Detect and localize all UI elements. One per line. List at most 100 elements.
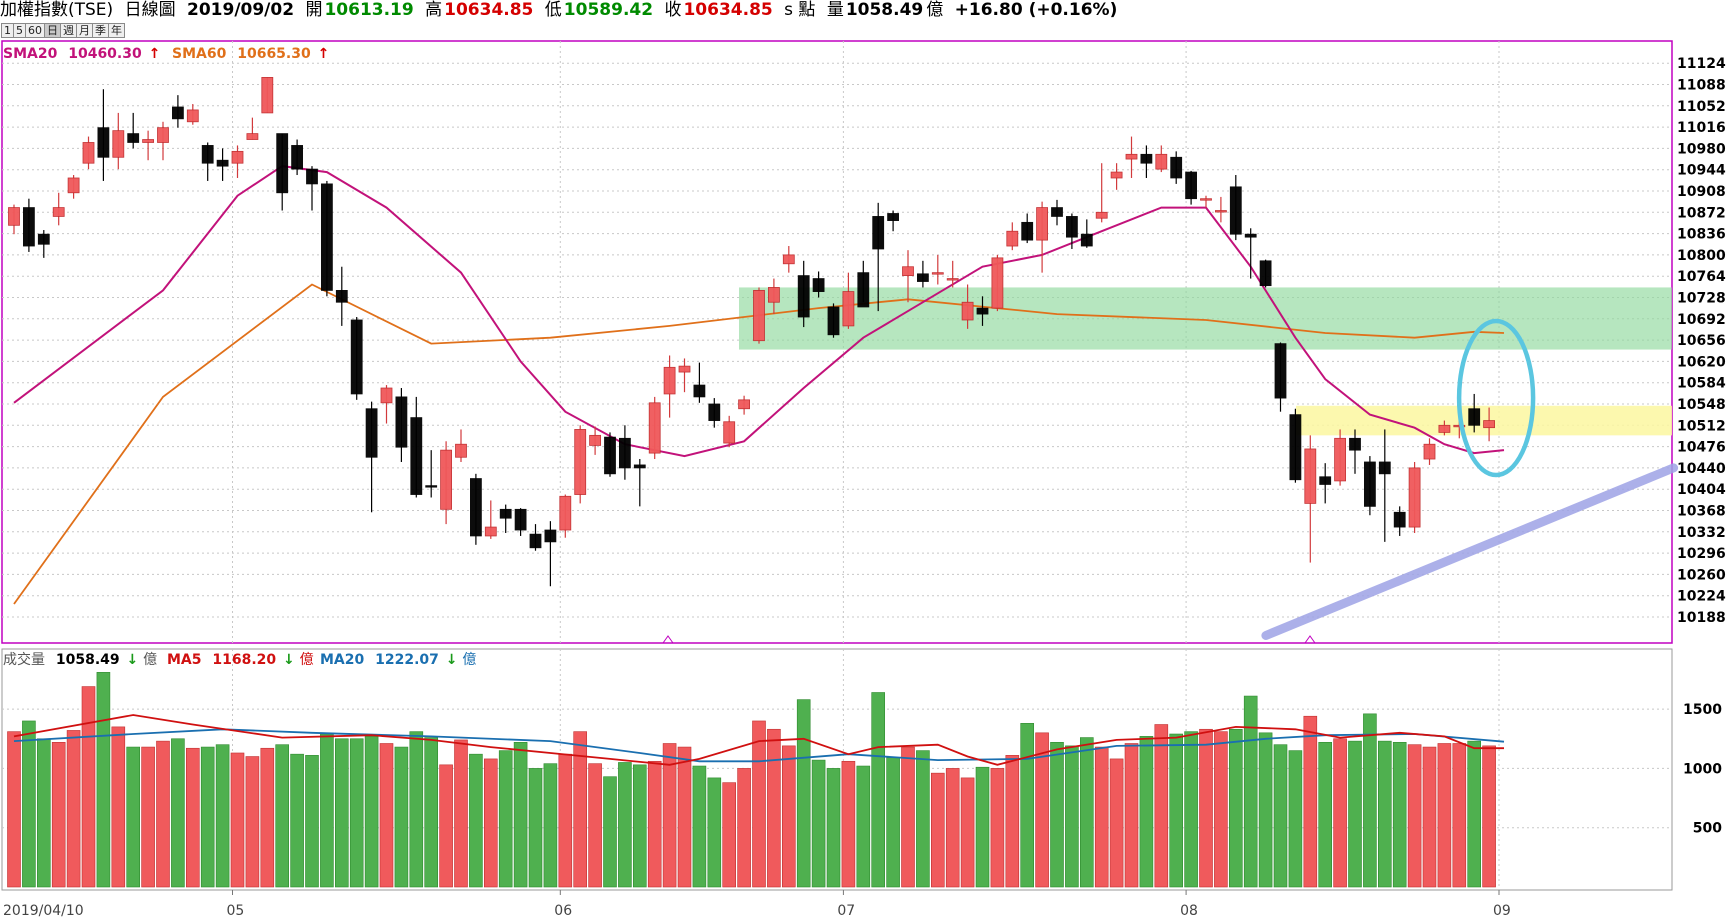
volume-bar[interactable] [215,744,230,888]
volume-bar[interactable] [1243,695,1258,888]
volume-bar[interactable] [990,768,1005,888]
volume-bar[interactable] [826,768,841,888]
volume-bar[interactable] [1124,743,1139,888]
volume-bar[interactable] [618,762,632,888]
candle-body[interactable] [1215,210,1227,213]
candle-body[interactable] [991,257,1004,309]
candle-body[interactable] [380,387,393,404]
candlesticks[interactable] [8,77,1495,587]
candle-body[interactable] [455,443,467,458]
volume-bar[interactable] [662,743,677,888]
candle-body[interactable] [1125,153,1138,160]
candle-body[interactable] [1349,437,1361,451]
volume-bar[interactable] [334,738,349,888]
volume-bar[interactable] [767,728,781,888]
candle-body[interactable] [157,127,169,143]
volume-bar[interactable] [1363,713,1377,888]
candle-body[interactable] [97,127,110,158]
volume-bar[interactable] [1378,740,1392,888]
volume-bar[interactable] [528,768,543,888]
candle-body[interactable] [917,273,929,282]
volume-bar[interactable] [424,737,439,888]
candle-body[interactable] [1274,343,1287,399]
volume-bar[interactable] [1482,745,1496,888]
volume-bar[interactable] [1467,740,1481,888]
candle-body[interactable] [872,216,885,250]
candle-body[interactable] [648,402,661,454]
candle-body[interactable] [1334,437,1346,482]
candle-body[interactable] [22,207,35,247]
candle-body[interactable] [678,365,691,373]
volume-bar[interactable] [1080,737,1094,888]
volume-bar[interactable] [379,743,394,888]
volume-bar[interactable] [1020,723,1035,888]
candle-body[interactable] [1110,171,1123,179]
volume-bar[interactable] [871,692,886,888]
volume-bar[interactable] [260,747,275,888]
volume-bar[interactable] [707,777,722,888]
period-button-quarter[interactable]: 季 [92,23,109,38]
volume-bar[interactable] [1050,742,1064,888]
volume-bar[interactable] [1199,728,1213,888]
candle-body[interactable] [469,478,482,537]
volume-bar[interactable] [1273,744,1288,888]
volume-bar[interactable] [290,753,304,888]
candle-body[interactable] [246,133,259,140]
candle-body[interactable] [1319,476,1332,485]
candle-body[interactable] [291,145,304,170]
candle-body[interactable] [961,301,974,321]
candle-body[interactable] [142,139,155,143]
volume-bar[interactable] [1109,758,1124,888]
volume-bar[interactable] [916,750,930,888]
candle-body[interactable] [1095,211,1108,219]
candle-body[interactable] [1408,467,1421,528]
candle-body[interactable] [723,421,736,444]
candle-body[interactable] [976,307,989,315]
candle-body[interactable] [1364,461,1376,507]
volume-bar[interactable] [111,726,126,888]
volume-bar[interactable] [126,746,140,888]
candle-body[interactable] [1080,233,1093,247]
volume-bar[interactable] [975,766,990,888]
volume-bar[interactable] [603,776,617,888]
period-button-60[interactable]: 60 [25,23,45,38]
volume-bar[interactable] [1333,738,1347,888]
volume-bar[interactable] [171,738,185,888]
candle-body[interactable] [1438,424,1451,433]
volume-bar[interactable] [245,756,260,888]
candle-body[interactable] [1378,461,1391,475]
volume-bar[interactable] [811,759,826,888]
volume-bar[interactable] [141,746,155,888]
candle-body[interactable] [1051,207,1063,217]
volume-bar[interactable] [886,757,900,888]
candle-body[interactable] [365,408,378,458]
volume-bar[interactable] [1348,740,1362,888]
candle-body[interactable] [857,272,870,308]
candle-body[interactable] [1155,153,1168,170]
candle-body[interactable] [1304,448,1317,504]
candle-body[interactable] [693,384,706,398]
candle-body[interactable] [1468,408,1481,426]
candle-body[interactable] [1259,260,1272,287]
candle-body[interactable] [216,159,229,167]
volume-bar[interactable] [558,753,573,888]
candle-body[interactable] [52,207,65,217]
volume-bar[interactable] [230,752,245,888]
volume-bar[interactable] [51,742,66,888]
volume-bar[interactable] [856,765,871,888]
candle-body[interactable] [1036,207,1048,241]
candle-body[interactable] [37,233,50,245]
volume-bar[interactable] [945,768,960,888]
volume-bar[interactable] [647,760,662,888]
candle-body[interactable] [320,183,333,291]
volume-bar[interactable] [1422,746,1437,888]
candle-body[interactable] [633,464,646,469]
candle-body[interactable] [514,508,527,531]
volume-bar[interactable] [66,730,81,888]
volume-bar[interactable] [573,731,588,888]
volume-bar[interactable] [930,772,945,888]
candle-body[interactable] [782,254,795,265]
candle-body[interactable] [1423,443,1436,460]
volume-bar[interactable] [543,763,558,888]
